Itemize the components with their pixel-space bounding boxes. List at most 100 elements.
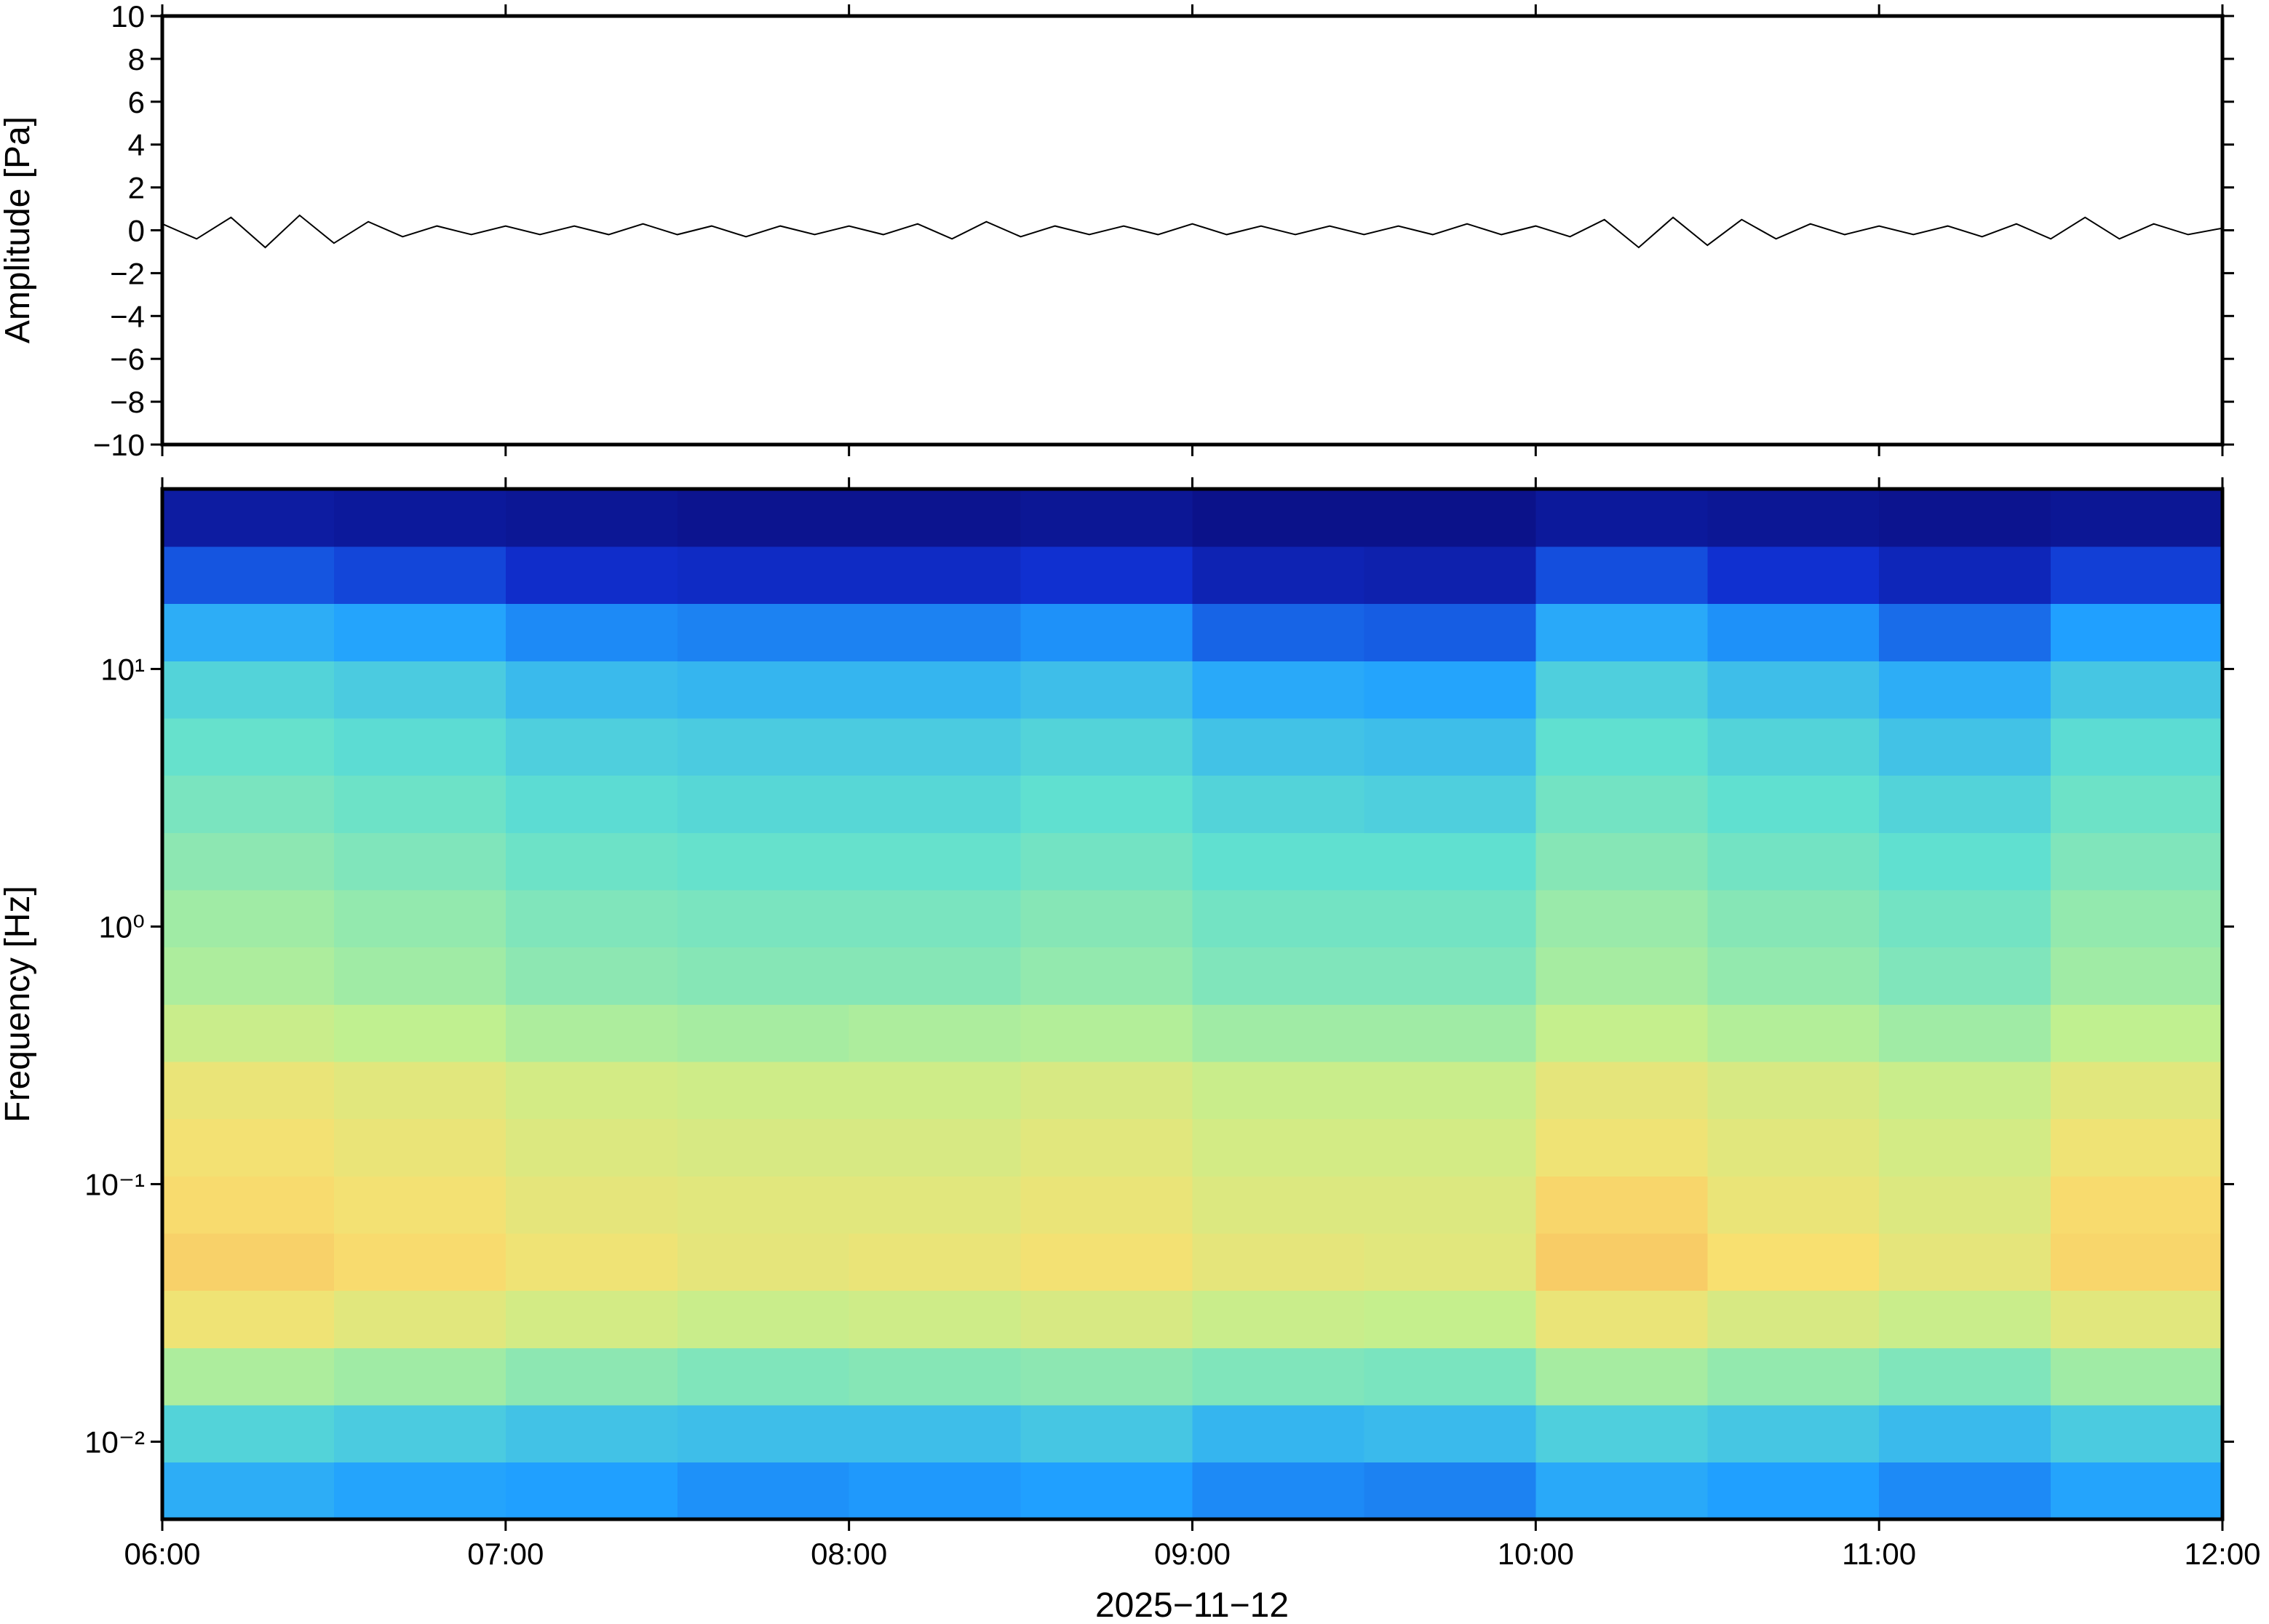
heatmap-cell [849,603,1022,661]
heatmap-cell [1707,1233,1880,1291]
heatmap-cell [333,1462,506,1520]
heatmap-cell [849,546,1022,605]
heatmap-cell [2051,661,2223,719]
heatmap-cell [1192,889,1365,948]
heatmap-cell [677,489,850,547]
y-tick-label: −8 [110,385,145,419]
heatmap-cell [1192,1404,1365,1463]
heatmap-cell [2051,1176,2223,1234]
heatmap-cell [1020,1118,1193,1177]
heatmap-cell [2051,1004,2223,1062]
heatmap-cell [1707,603,1880,661]
heatmap-cell [162,603,335,661]
heatmap-cell [1364,889,1537,948]
y-tick-label: 10 [111,0,145,33]
heatmap-cell [1707,1061,1880,1120]
heatmap-cell [677,1290,850,1348]
heatmap-cell [1364,1176,1537,1234]
heatmap-cell [1192,1176,1365,1234]
heatmap-cell [1879,775,2051,833]
heatmap-cell [1879,717,2051,776]
heatmap-cell [1535,1347,1709,1406]
heatmap-cell [162,546,335,605]
heatmap-cell [1020,1233,1193,1291]
heatmap-cell [2051,947,2223,1005]
heatmap-cell [677,603,850,661]
heatmap-cell [1192,1347,1365,1406]
heatmap-cell [1020,603,1193,661]
heatmap-cell [1364,1404,1537,1463]
heatmap-cell [1879,1462,2051,1520]
heatmap-cell [505,1462,678,1520]
heatmap-cell [1020,1462,1193,1520]
heatmap-cell [1535,1176,1709,1234]
heatmap-cell [1535,775,1709,833]
heatmap-cell [1364,717,1537,776]
heatmap-cell [162,489,335,547]
heatmap-cell [2051,775,2223,833]
heatmap-cell [1020,661,1193,719]
heatmap-cell [1020,775,1193,833]
heatmap-cell [1707,1462,1880,1520]
heatmap-cell [333,1176,506,1234]
heatmap-cell [505,889,678,948]
heatmap-cell [162,1233,335,1291]
heatmap-cell [1879,1061,2051,1120]
heatmap-cell [849,1176,1022,1234]
y-tick-label: 0 [128,214,145,248]
heatmap-cell [1192,1004,1365,1062]
heatmap-cell [849,1404,1022,1463]
heatmap-cell [1364,1233,1537,1291]
heatmap-cell [1535,546,1709,605]
heatmap-cell [1020,1176,1193,1234]
heatmap-cell [1364,1004,1537,1062]
heatmap-cell [849,1118,1022,1177]
heatmap-cell [849,717,1022,776]
heatmap-cell [505,947,678,1005]
heatmap-cell [333,546,506,605]
heatmap-cell [849,832,1022,891]
heatmap-cell [1020,717,1193,776]
x-axis-label: 2025−11−12 [1095,1586,1289,1624]
heatmap-cell [333,1404,506,1463]
y-tick-label: 10⁻² [84,1425,145,1459]
heatmap-cell [505,1176,678,1234]
heatmap-cell [162,889,335,948]
heatmap-cell [1364,775,1537,833]
heatmap-cell [2051,546,2223,605]
heatmap-cell [677,775,850,833]
heatmap-cell [2051,1290,2223,1348]
heatmap-cell [1535,1061,1709,1120]
heatmap-cell [505,717,678,776]
heatmap-cell [1364,1290,1537,1348]
heatmap-cell [849,1290,1022,1348]
y-axis-label: Amplitude [Pa] [0,116,37,343]
heatmap-cell [677,546,850,605]
heatmap-cell [162,1004,335,1062]
x-tick-label: 11:00 [1842,1537,1916,1571]
heatmap-cell [333,1290,506,1348]
heatmap-cell [1879,1233,2051,1291]
heatmap-cell [1535,889,1709,948]
heatmap-cell [677,832,850,891]
heatmap-cell [505,1347,678,1406]
heatmap-cell [505,1233,678,1291]
heatmap-cell [1020,1347,1193,1406]
heatmap-cell [677,1176,850,1234]
heatmap-cell [162,1404,335,1463]
heatmap-cell [2051,717,2223,776]
heatmap-cell [1707,1347,1880,1406]
heatmap-cell [1364,1061,1537,1120]
heatmap-cell [1707,489,1880,547]
heatmap-cell [2051,832,2223,891]
heatmap-cell [849,489,1022,547]
heatmap-cell [2051,1233,2223,1291]
heatmap-cell [677,1404,850,1463]
heatmap-cell [1707,1290,1880,1348]
heatmap-cell [162,832,335,891]
heatmap-cell [849,1462,1022,1520]
heatmap-cell [1020,1004,1193,1062]
heatmap-cell [162,1290,335,1348]
